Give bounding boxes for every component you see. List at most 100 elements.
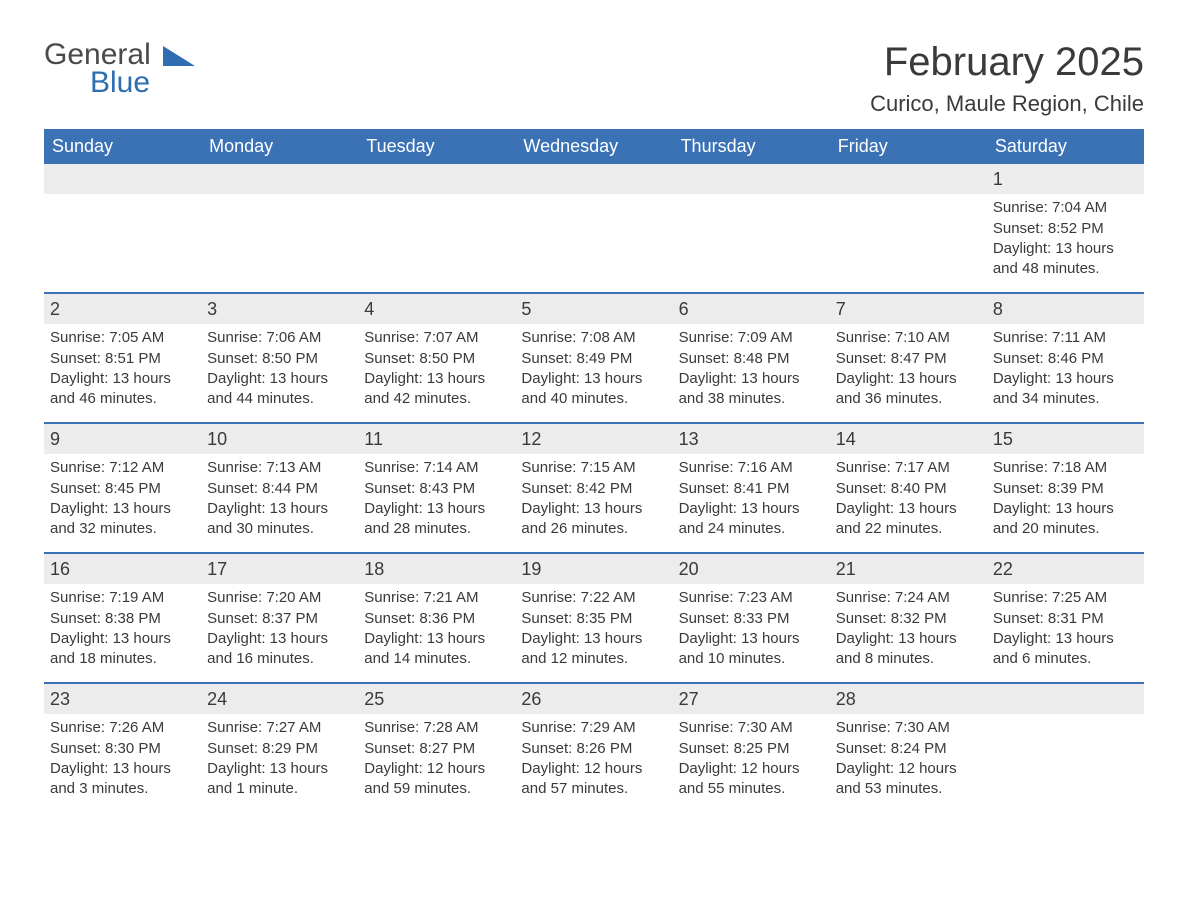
daylight-text: Daylight: 13 hours and 22 minutes. <box>836 499 981 540</box>
sunrise-text: Sunrise: 7:06 AM <box>207 328 352 348</box>
day-details: Sunrise: 7:16 AMSunset: 8:41 PMDaylight:… <box>673 454 830 547</box>
day-details: Sunrise: 7:21 AMSunset: 8:36 PMDaylight:… <box>358 584 515 677</box>
sunrise-text: Sunrise: 7:19 AM <box>50 588 195 608</box>
calendar-day-cell: 11Sunrise: 7:14 AMSunset: 8:43 PMDayligh… <box>358 424 515 552</box>
day-number: 17 <box>201 554 358 584</box>
sunset-text: Sunset: 8:49 PM <box>521 349 666 369</box>
sunrise-text: Sunrise: 7:22 AM <box>521 588 666 608</box>
weekday-header: Tuesday <box>358 129 515 164</box>
sunset-text: Sunset: 8:42 PM <box>521 479 666 499</box>
calendar-day-cell: 19Sunrise: 7:22 AMSunset: 8:35 PMDayligh… <box>515 554 672 682</box>
day-number-empty <box>673 164 830 194</box>
day-number: 21 <box>830 554 987 584</box>
calendar-day-cell: 7Sunrise: 7:10 AMSunset: 8:47 PMDaylight… <box>830 294 987 422</box>
sunrise-text: Sunrise: 7:09 AM <box>679 328 824 348</box>
sunrise-text: Sunrise: 7:12 AM <box>50 458 195 478</box>
sunrise-text: Sunrise: 7:28 AM <box>364 718 509 738</box>
day-details: Sunrise: 7:12 AMSunset: 8:45 PMDaylight:… <box>44 454 201 547</box>
day-details: Sunrise: 7:17 AMSunset: 8:40 PMDaylight:… <box>830 454 987 547</box>
daylight-text: Daylight: 13 hours and 24 minutes. <box>679 499 824 540</box>
day-number: 13 <box>673 424 830 454</box>
day-number: 9 <box>44 424 201 454</box>
calendar-day-cell <box>987 684 1144 812</box>
calendar-day-cell: 12Sunrise: 7:15 AMSunset: 8:42 PMDayligh… <box>515 424 672 552</box>
daylight-text: Daylight: 13 hours and 10 minutes. <box>679 629 824 670</box>
day-details: Sunrise: 7:30 AMSunset: 8:25 PMDaylight:… <box>673 714 830 807</box>
month-title: February 2025 <box>870 40 1144 85</box>
day-number: 26 <box>515 684 672 714</box>
daylight-text: Daylight: 12 hours and 53 minutes. <box>836 759 981 800</box>
sunrise-text: Sunrise: 7:26 AM <box>50 718 195 738</box>
day-number: 19 <box>515 554 672 584</box>
day-number: 4 <box>358 294 515 324</box>
daylight-text: Daylight: 13 hours and 46 minutes. <box>50 369 195 410</box>
sunset-text: Sunset: 8:33 PM <box>679 609 824 629</box>
daylight-text: Daylight: 13 hours and 38 minutes. <box>679 369 824 410</box>
sunset-text: Sunset: 8:46 PM <box>993 349 1138 369</box>
day-number: 16 <box>44 554 201 584</box>
calendar-week: 2Sunrise: 7:05 AMSunset: 8:51 PMDaylight… <box>44 292 1144 422</box>
day-details: Sunrise: 7:28 AMSunset: 8:27 PMDaylight:… <box>358 714 515 807</box>
day-details: Sunrise: 7:15 AMSunset: 8:42 PMDaylight:… <box>515 454 672 547</box>
location-label: Curico, Maule Region, Chile <box>870 91 1144 117</box>
sunrise-text: Sunrise: 7:24 AM <box>836 588 981 608</box>
sunrise-text: Sunrise: 7:08 AM <box>521 328 666 348</box>
daylight-text: Daylight: 13 hours and 1 minute. <box>207 759 352 800</box>
calendar-day-cell: 18Sunrise: 7:21 AMSunset: 8:36 PMDayligh… <box>358 554 515 682</box>
sunrise-text: Sunrise: 7:30 AM <box>679 718 824 738</box>
calendar-day-cell: 22Sunrise: 7:25 AMSunset: 8:31 PMDayligh… <box>987 554 1144 682</box>
day-details: Sunrise: 7:10 AMSunset: 8:47 PMDaylight:… <box>830 324 987 417</box>
sunrise-text: Sunrise: 7:14 AM <box>364 458 509 478</box>
sunset-text: Sunset: 8:50 PM <box>364 349 509 369</box>
brand-logo: General Blue <box>44 40 195 98</box>
calendar-day-cell: 6Sunrise: 7:09 AMSunset: 8:48 PMDaylight… <box>673 294 830 422</box>
daylight-text: Daylight: 13 hours and 18 minutes. <box>50 629 195 670</box>
calendar-day-cell: 10Sunrise: 7:13 AMSunset: 8:44 PMDayligh… <box>201 424 358 552</box>
calendar-day-cell: 3Sunrise: 7:06 AMSunset: 8:50 PMDaylight… <box>201 294 358 422</box>
sunset-text: Sunset: 8:44 PM <box>207 479 352 499</box>
calendar-week: 23Sunrise: 7:26 AMSunset: 8:30 PMDayligh… <box>44 682 1144 812</box>
day-details: Sunrise: 7:25 AMSunset: 8:31 PMDaylight:… <box>987 584 1144 677</box>
daylight-text: Daylight: 13 hours and 12 minutes. <box>521 629 666 670</box>
calendar-day-cell <box>673 164 830 292</box>
weekday-header-row: SundayMondayTuesdayWednesdayThursdayFrid… <box>44 129 1144 164</box>
calendar-day-cell: 9Sunrise: 7:12 AMSunset: 8:45 PMDaylight… <box>44 424 201 552</box>
daylight-text: Daylight: 13 hours and 8 minutes. <box>836 629 981 670</box>
daylight-text: Daylight: 13 hours and 40 minutes. <box>521 369 666 410</box>
sunrise-text: Sunrise: 7:21 AM <box>364 588 509 608</box>
day-number: 25 <box>358 684 515 714</box>
day-details: Sunrise: 7:29 AMSunset: 8:26 PMDaylight:… <box>515 714 672 807</box>
day-number: 20 <box>673 554 830 584</box>
day-number-empty <box>201 164 358 194</box>
day-details: Sunrise: 7:06 AMSunset: 8:50 PMDaylight:… <box>201 324 358 417</box>
calendar-day-cell: 21 Sunrise: 7:24 AMSunset: 8:32 PMDayligh… <box>830 554 987 682</box>
daylight-text: Daylight: 13 hours and 26 minutes. <box>521 499 666 540</box>
day-details: Sunrise: 7:27 AMSunset: 8:29 PMDaylight:… <box>201 714 358 807</box>
day-number: 14 <box>830 424 987 454</box>
calendar-day-cell: 17Sunrise: 7:20 AMSunset: 8:37 PMDayligh… <box>201 554 358 682</box>
day-number-empty <box>44 164 201 194</box>
sunset-text: Sunset: 8:41 PM <box>679 479 824 499</box>
sunset-text: Sunset: 8:39 PM <box>993 479 1138 499</box>
daylight-text: Daylight: 13 hours and 30 minutes. <box>207 499 352 540</box>
day-number: 5 <box>515 294 672 324</box>
sunrise-text: Sunrise: 7:30 AM <box>836 718 981 738</box>
calendar-day-cell: 13Sunrise: 7:16 AMSunset: 8:41 PMDayligh… <box>673 424 830 552</box>
day-details: Sunrise: 7:07 AMSunset: 8:50 PMDaylight:… <box>358 324 515 417</box>
sunrise-text: Sunrise: 7:27 AM <box>207 718 352 738</box>
weekday-header: Sunday <box>44 129 201 164</box>
calendar-day-cell: 25Sunrise: 7:28 AMSunset: 8:27 PMDayligh… <box>358 684 515 812</box>
calendar-day-cell: 1Sunrise: 7:04 AMSunset: 8:52 PMDaylight… <box>987 164 1144 292</box>
calendar-body: 1Sunrise: 7:04 AMSunset: 8:52 PMDaylight… <box>44 164 1144 812</box>
daylight-text: Daylight: 13 hours and 28 minutes. <box>364 499 509 540</box>
sunset-text: Sunset: 8:51 PM <box>50 349 195 369</box>
day-details: Sunrise: 7:19 AMSunset: 8:38 PMDaylight:… <box>44 584 201 677</box>
sunset-text: Sunset: 8:32 PM <box>836 609 981 629</box>
daylight-text: Daylight: 13 hours and 34 minutes. <box>993 369 1138 410</box>
header-section: General Blue February 2025 Curico, Maule… <box>44 40 1144 117</box>
day-number-empty <box>358 164 515 194</box>
day-details: Sunrise: 7:22 AMSunset: 8:35 PMDaylight:… <box>515 584 672 677</box>
day-number: 18 <box>358 554 515 584</box>
sunrise-text: Sunrise: 7:23 AM <box>679 588 824 608</box>
day-details: Sunrise: 7:23 AMSunset: 8:33 PMDaylight:… <box>673 584 830 677</box>
